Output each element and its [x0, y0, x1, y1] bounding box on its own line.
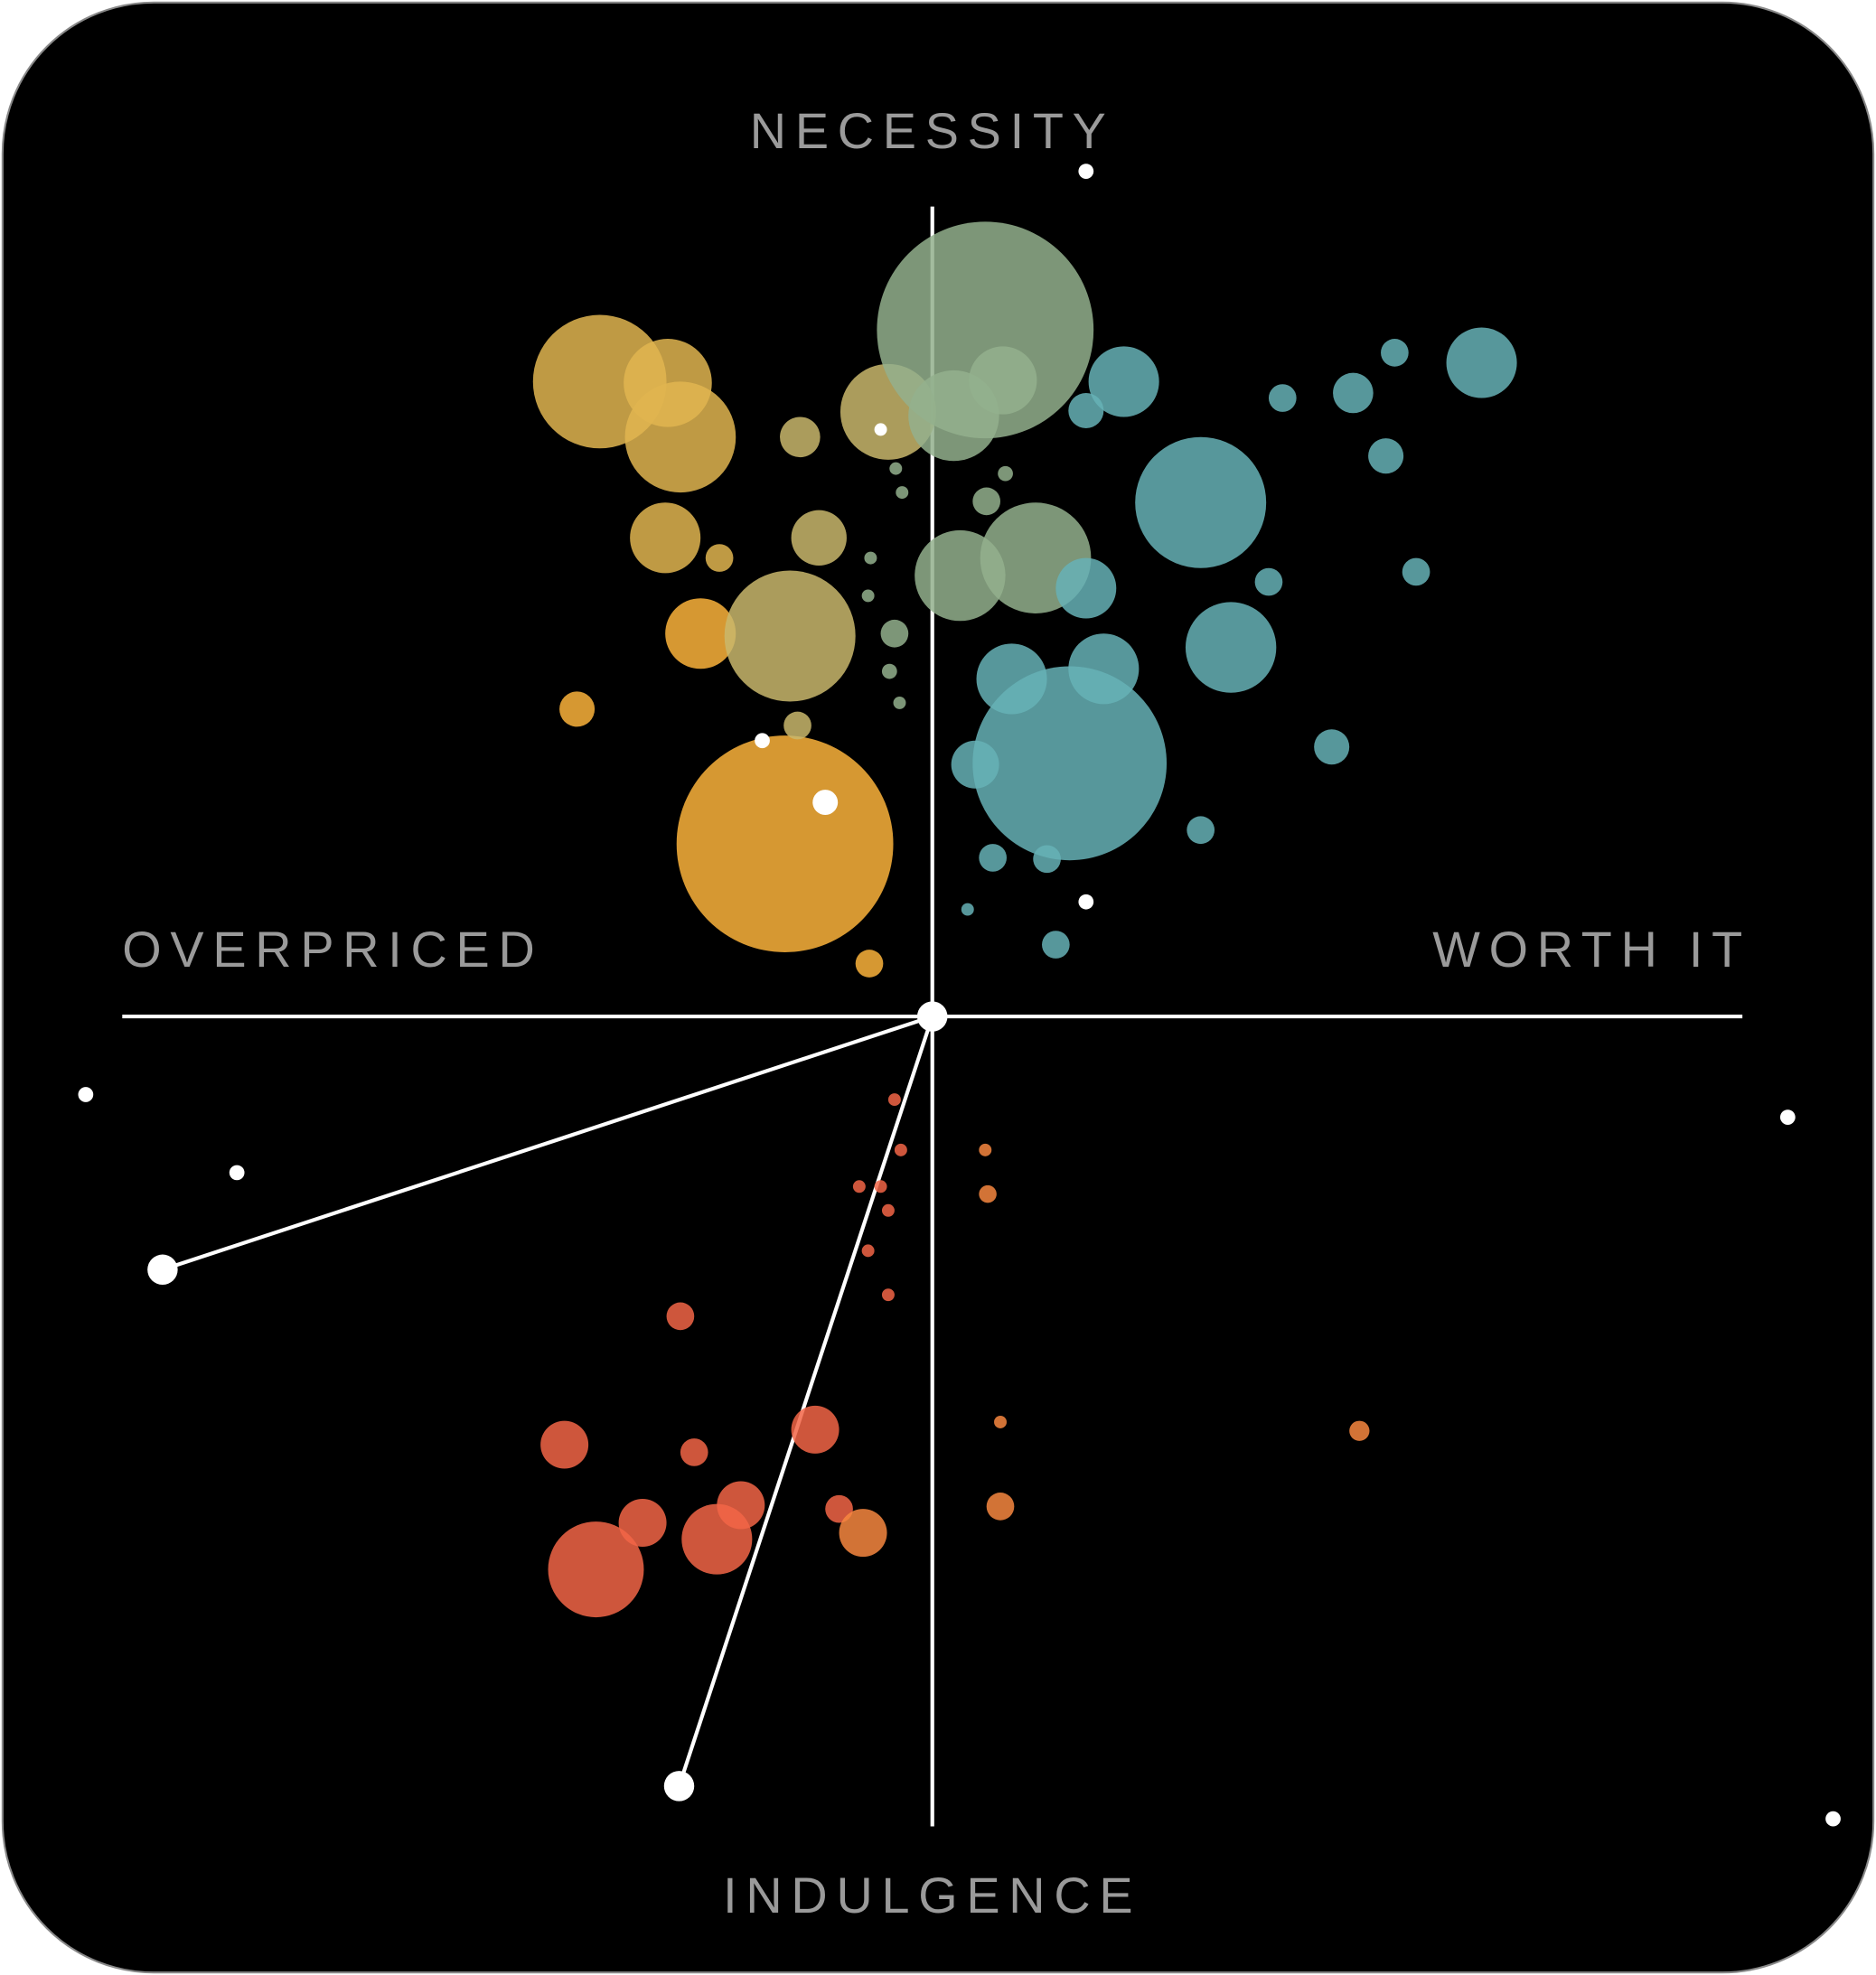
bubble — [1068, 392, 1104, 429]
bubble — [969, 346, 1037, 415]
top-label: NECESSITY — [750, 103, 1115, 159]
bubble — [724, 570, 856, 702]
bubble — [998, 465, 1013, 482]
bubble — [874, 1180, 887, 1193]
bubble — [791, 510, 847, 566]
bubble — [1779, 1109, 1796, 1125]
bubble — [874, 423, 887, 436]
bubble — [663, 1771, 695, 1802]
bubble — [881, 1203, 895, 1217]
bubble — [812, 790, 839, 816]
bubble — [1135, 436, 1267, 568]
bubble — [666, 1302, 695, 1331]
bubble — [78, 1087, 94, 1102]
connector-line — [162, 1015, 933, 1272]
bubble — [979, 1143, 992, 1156]
bubble — [1088, 346, 1159, 417]
bubble — [855, 950, 884, 978]
bubble — [680, 1438, 708, 1466]
bubble — [540, 1420, 589, 1469]
bubble — [986, 1493, 1015, 1521]
bubble — [624, 339, 712, 427]
bubble — [1825, 1811, 1841, 1827]
bubble — [864, 551, 877, 565]
bubble — [961, 903, 974, 916]
bubble — [791, 1405, 840, 1454]
bubble — [717, 1481, 765, 1530]
bubble — [916, 1001, 948, 1032]
bubble — [1042, 931, 1070, 959]
bubble — [1314, 729, 1350, 765]
bubble — [1381, 339, 1409, 367]
bubble — [839, 1509, 887, 1558]
bubble — [976, 643, 1047, 715]
bubble — [676, 735, 894, 952]
bubble — [705, 544, 734, 572]
bubble — [548, 1521, 644, 1618]
right-label: WORTH IT — [1432, 922, 1751, 978]
bubble — [1349, 1420, 1370, 1441]
bubble — [780, 417, 821, 458]
bubble — [979, 1184, 997, 1203]
bubble — [229, 1165, 245, 1181]
bubble — [1078, 164, 1094, 179]
bubble — [559, 691, 596, 727]
bubble — [1368, 438, 1404, 474]
bubble — [893, 696, 906, 709]
bubble — [915, 529, 1006, 622]
bubble — [1187, 816, 1215, 845]
bubble — [852, 1180, 866, 1193]
bubble — [972, 487, 1001, 516]
marks — [78, 164, 1841, 1827]
bubble — [1055, 557, 1117, 619]
bubble — [1068, 633, 1140, 705]
bubble — [972, 666, 1168, 861]
bubble — [665, 598, 736, 669]
bubble — [881, 1288, 895, 1302]
bubble — [889, 462, 903, 475]
bubble — [1185, 602, 1277, 693]
bubble — [1078, 894, 1094, 910]
bubble — [880, 619, 909, 648]
bubble — [896, 486, 909, 500]
bubble — [881, 663, 897, 679]
bubble — [894, 1143, 907, 1156]
bubble — [1446, 327, 1517, 398]
bubble — [951, 740, 999, 789]
left-label: OVERPRICED — [122, 922, 543, 978]
bubble — [1268, 384, 1297, 412]
bubble — [1402, 557, 1430, 586]
bubble — [783, 711, 811, 740]
bubble — [994, 1416, 1007, 1428]
bubble — [1033, 845, 1061, 874]
bubble — [618, 1499, 667, 1547]
bubble — [861, 1244, 875, 1258]
bubble — [630, 502, 701, 574]
bubble — [1254, 567, 1283, 596]
bubble — [825, 1494, 853, 1523]
bubble — [1333, 372, 1374, 414]
bottom-label: INDULGENCE — [723, 1867, 1141, 1924]
bubble — [755, 733, 770, 749]
bubble — [147, 1254, 178, 1286]
connector-line — [677, 1016, 934, 1787]
bubble — [861, 589, 875, 603]
bubble — [979, 844, 1007, 872]
bubble — [887, 1093, 901, 1107]
